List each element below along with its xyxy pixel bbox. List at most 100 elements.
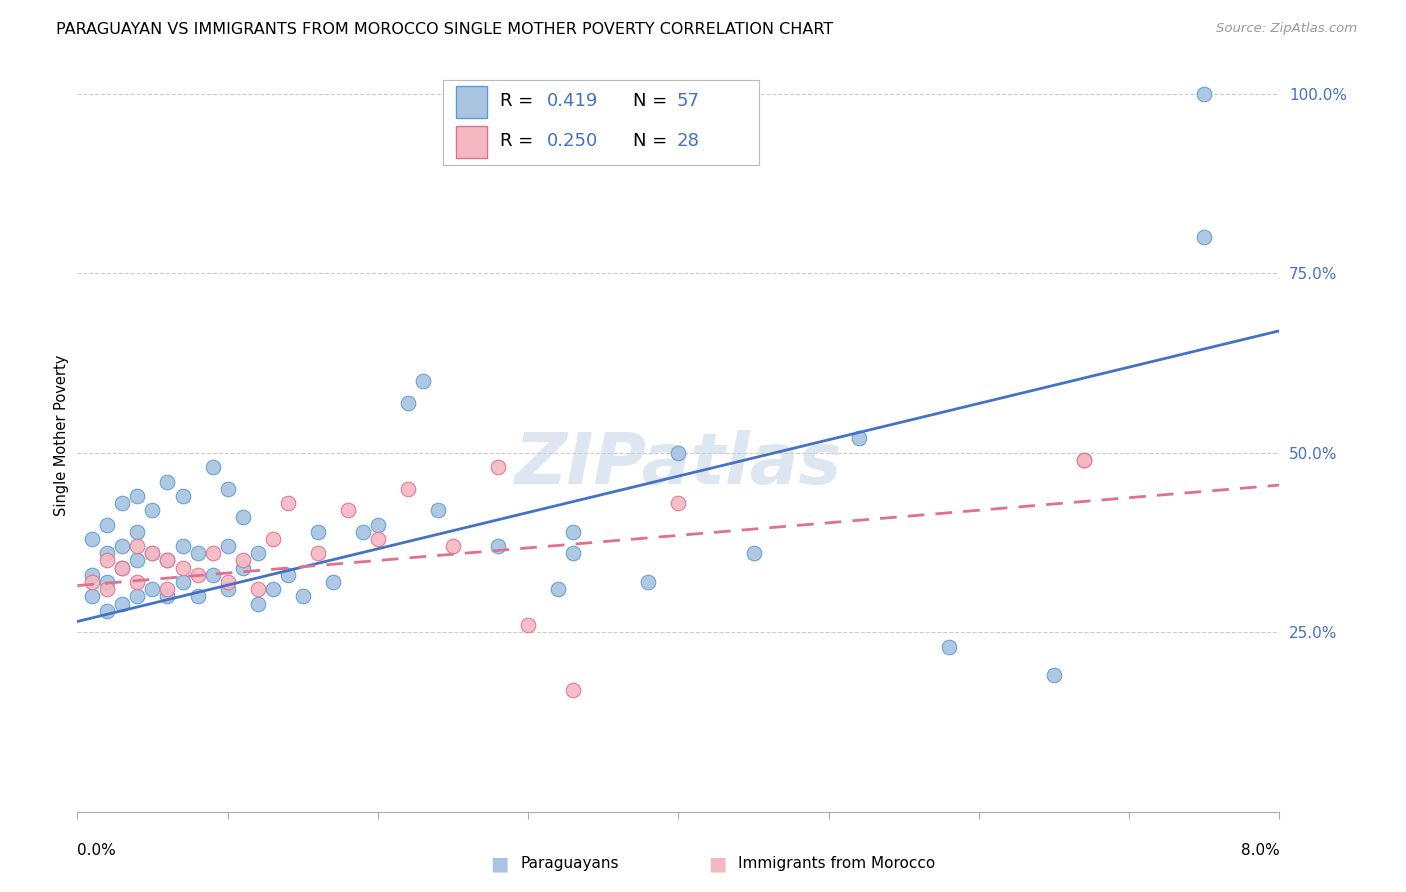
Point — [156, 582, 179, 597]
Point — [127, 553, 149, 567]
Point — [141, 546, 163, 560]
Point — [201, 460, 224, 475]
Point — [938, 640, 960, 654]
Point — [232, 510, 254, 524]
Text: PARAGUAYAN VS IMMIGRANTS FROM MOROCCO SINGLE MOTHER POVERTY CORRELATION CHART: PARAGUAYAN VS IMMIGRANTS FROM MOROCCO SI… — [56, 22, 834, 37]
Point — [82, 567, 104, 582]
Point — [127, 524, 149, 539]
Text: 0.250: 0.250 — [547, 132, 599, 150]
Y-axis label: Single Mother Poverty: Single Mother Poverty — [53, 354, 69, 516]
Point — [127, 489, 149, 503]
Point — [217, 574, 239, 589]
Point — [262, 582, 284, 597]
Point — [217, 582, 239, 597]
Text: R =: R = — [501, 132, 538, 150]
Point — [547, 582, 569, 597]
Point — [111, 560, 134, 574]
Point — [127, 539, 149, 553]
Point — [307, 524, 329, 539]
Point — [742, 546, 765, 560]
Point — [367, 532, 389, 546]
Point — [562, 682, 585, 697]
Point — [1043, 668, 1066, 682]
Point — [217, 482, 239, 496]
Point — [187, 590, 209, 604]
Point — [637, 574, 659, 589]
Point — [156, 590, 179, 604]
Text: 28: 28 — [678, 132, 700, 150]
Point — [291, 590, 314, 604]
Point — [848, 432, 870, 446]
Point — [96, 546, 118, 560]
Point — [217, 539, 239, 553]
Point — [82, 590, 104, 604]
FancyBboxPatch shape — [456, 126, 486, 158]
Point — [172, 539, 194, 553]
Point — [367, 517, 389, 532]
Point — [336, 503, 359, 517]
Point — [82, 532, 104, 546]
Point — [246, 582, 269, 597]
Point — [156, 475, 179, 489]
Point — [246, 546, 269, 560]
Point — [111, 597, 134, 611]
Point — [127, 590, 149, 604]
Point — [156, 553, 179, 567]
Point — [246, 597, 269, 611]
Text: 8.0%: 8.0% — [1240, 843, 1279, 857]
Text: N =: N = — [633, 93, 672, 111]
Point — [412, 374, 434, 388]
Text: R =: R = — [501, 93, 538, 111]
Point — [82, 574, 104, 589]
Point — [141, 546, 163, 560]
Point — [127, 574, 149, 589]
Text: ■: ■ — [707, 854, 727, 873]
Point — [96, 582, 118, 597]
Point — [232, 553, 254, 567]
Point — [562, 524, 585, 539]
Point — [427, 503, 450, 517]
Point — [96, 604, 118, 618]
Point — [172, 574, 194, 589]
Point — [668, 446, 690, 460]
Point — [141, 503, 163, 517]
Point — [187, 567, 209, 582]
Point — [172, 489, 194, 503]
Text: 0.419: 0.419 — [547, 93, 599, 111]
Point — [111, 560, 134, 574]
Point — [277, 567, 299, 582]
Point — [562, 546, 585, 560]
FancyBboxPatch shape — [456, 87, 486, 119]
Point — [111, 496, 134, 510]
Point — [396, 395, 419, 409]
Text: N =: N = — [633, 132, 672, 150]
Point — [187, 546, 209, 560]
Point — [1194, 87, 1216, 101]
Text: Paraguayans: Paraguayans — [520, 856, 619, 871]
Point — [201, 567, 224, 582]
Point — [96, 574, 118, 589]
Point — [517, 618, 540, 632]
Point — [352, 524, 374, 539]
Point — [96, 553, 118, 567]
Point — [322, 574, 344, 589]
Point — [441, 539, 464, 553]
Point — [486, 539, 509, 553]
Text: Immigrants from Morocco: Immigrants from Morocco — [738, 856, 935, 871]
Point — [307, 546, 329, 560]
Point — [1073, 453, 1095, 467]
Text: ZIPatlas: ZIPatlas — [515, 431, 842, 500]
Point — [156, 553, 179, 567]
Point — [201, 546, 224, 560]
Point — [111, 539, 134, 553]
Point — [396, 482, 419, 496]
Point — [1073, 453, 1095, 467]
Point — [668, 496, 690, 510]
Point — [486, 460, 509, 475]
Text: ■: ■ — [489, 854, 509, 873]
Point — [262, 532, 284, 546]
Text: 57: 57 — [678, 93, 700, 111]
Point — [96, 517, 118, 532]
Point — [141, 582, 163, 597]
Point — [1194, 230, 1216, 244]
